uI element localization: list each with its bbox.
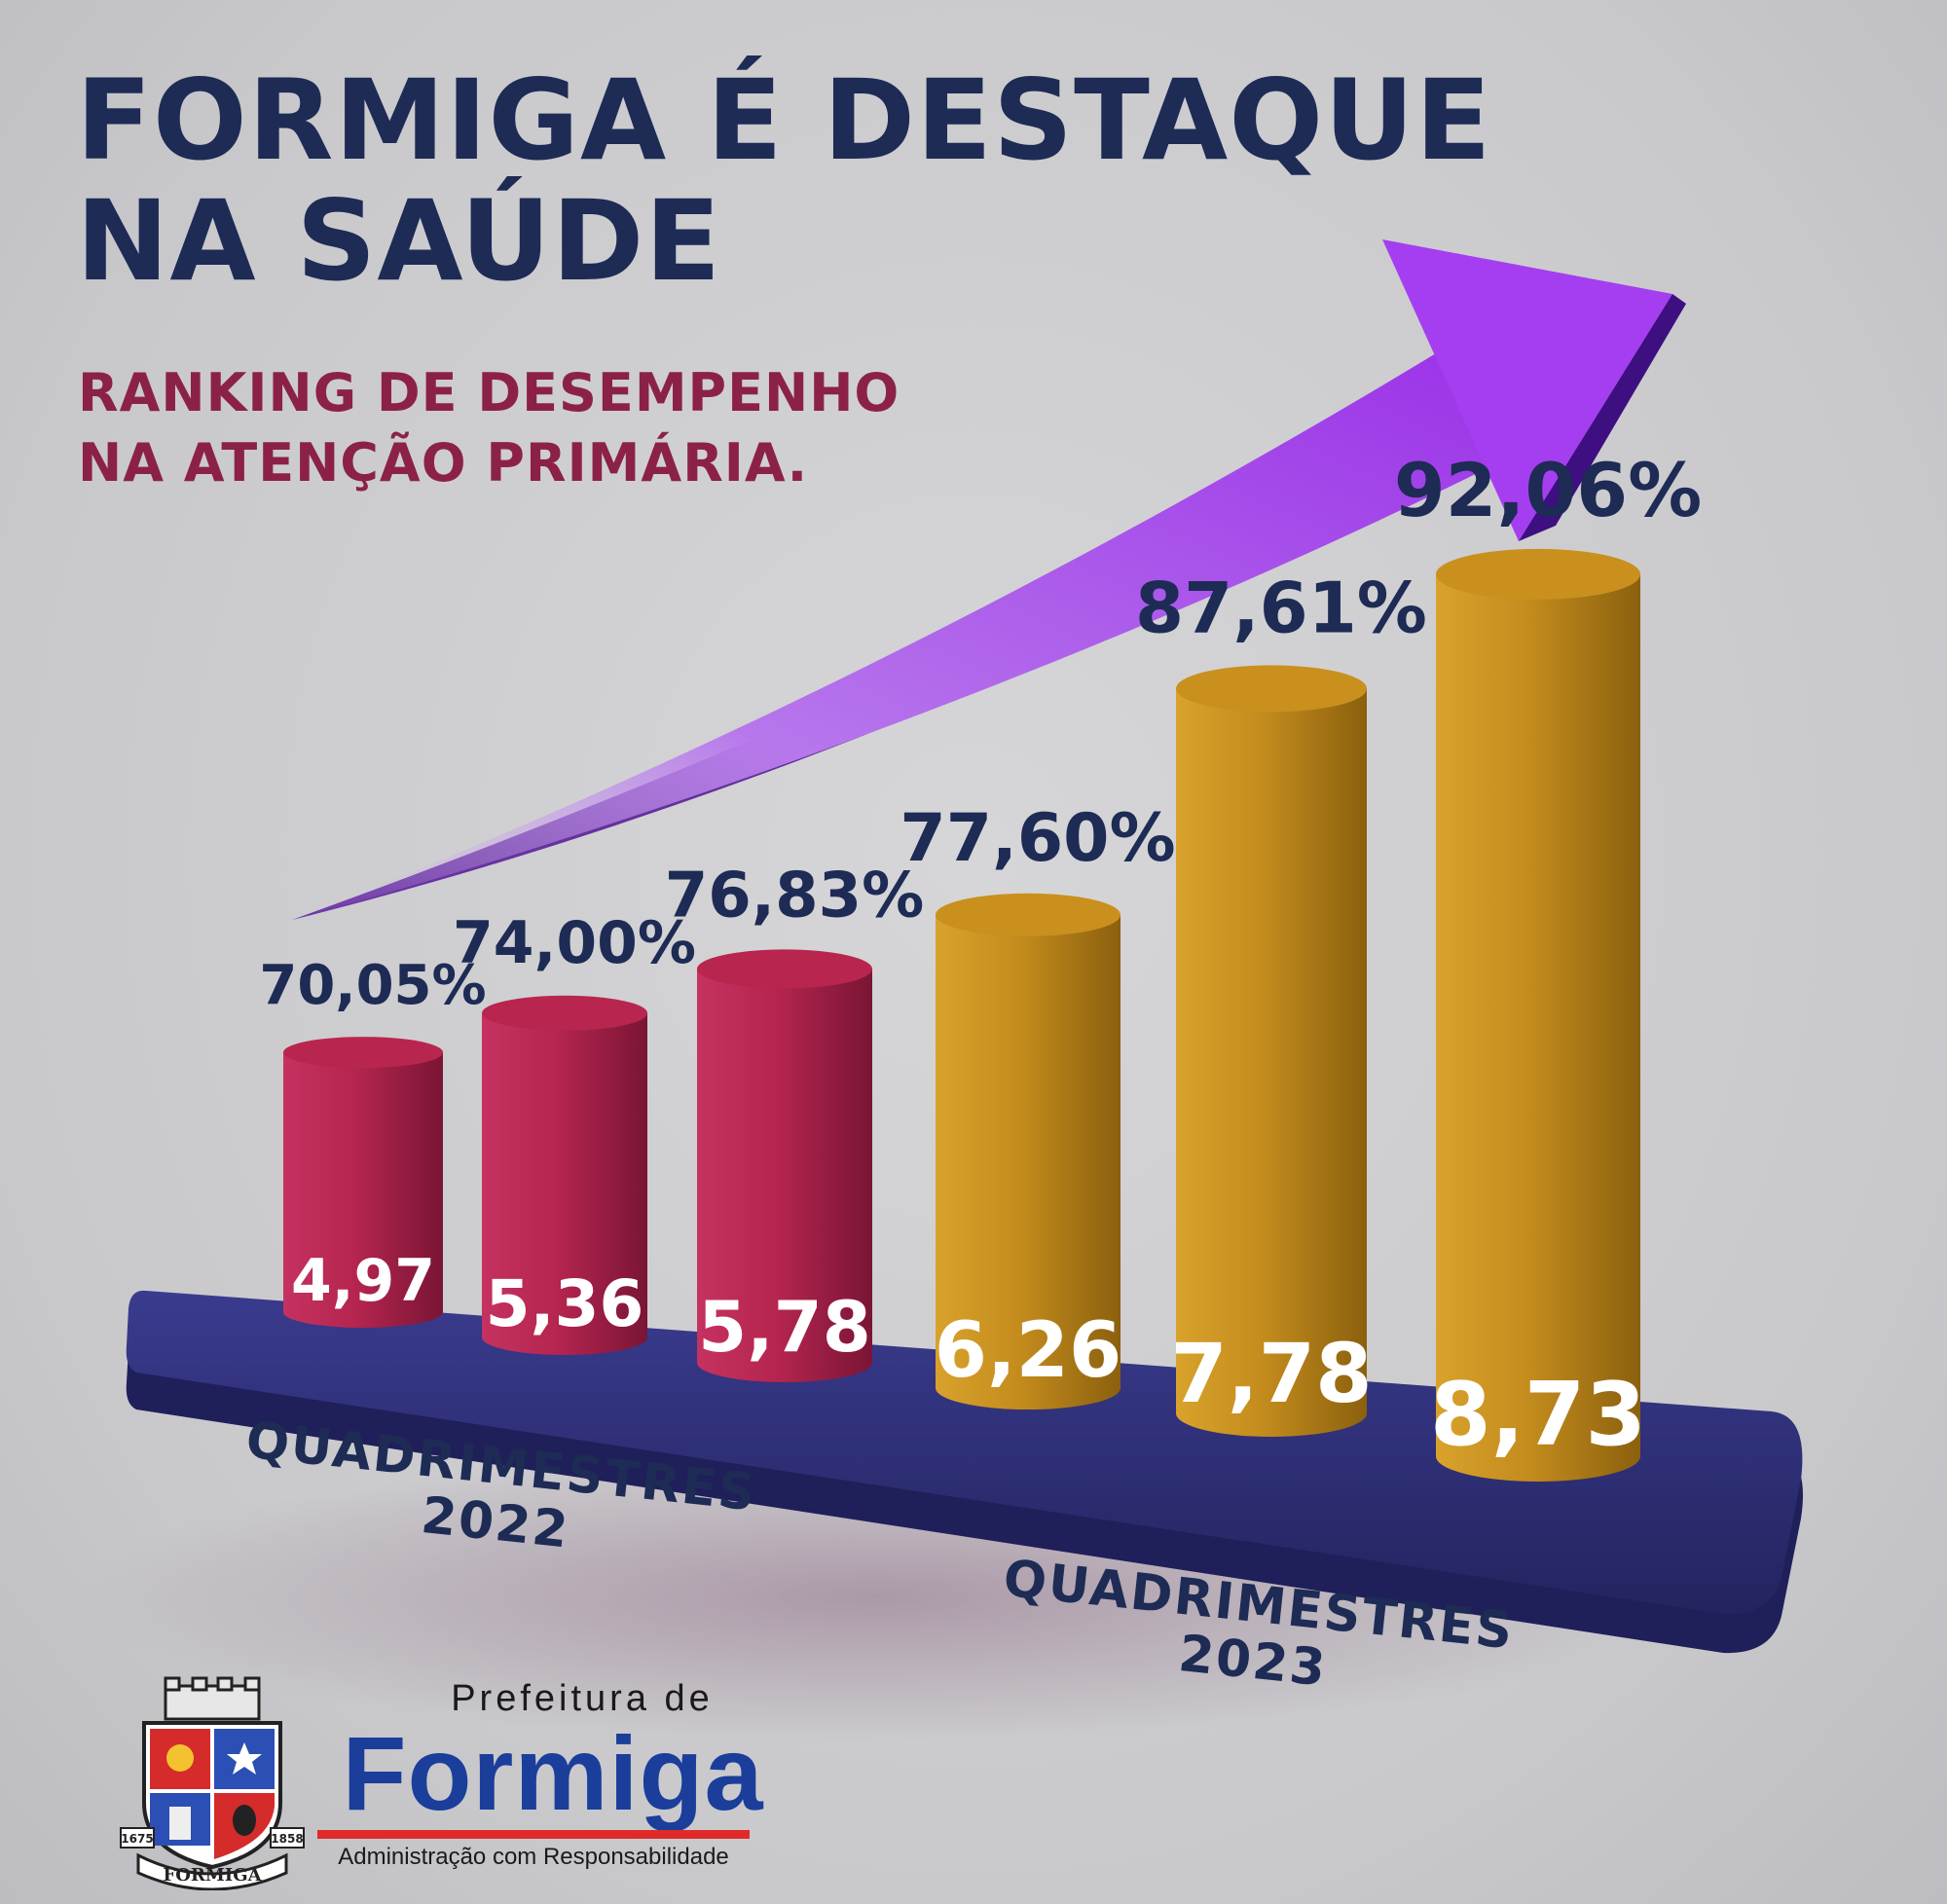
bar-body [936, 914, 1120, 1410]
bar-body [1176, 688, 1367, 1437]
city-coat-of-arms-icon: 1675 1858 FORMIGA [120, 1676, 305, 1890]
bar-cylinder: 5,36 [482, 995, 647, 1355]
bar-top-cap [1436, 548, 1640, 600]
bar-body [283, 1052, 443, 1328]
page-subtitle: RANKING DE DESEMPENHO NA ATENÇÃO PRIMÁRI… [78, 358, 900, 498]
prefeitura-logo: 1675 1858 FORMIGA Prefeitura de Formiga … [115, 1676, 787, 1890]
bar-cylinder: 7,78 [1170, 665, 1373, 1437]
bar-cylinder: 6,26 [935, 893, 1121, 1410]
bar-value-label: 8,73 [1430, 1364, 1646, 1466]
chart-platform [126, 1290, 1804, 1654]
crest-year-left: 1675 [121, 1832, 153, 1846]
bar-value-label: 5,78 [698, 1286, 871, 1368]
bar-body [697, 969, 872, 1382]
bar-top-cap [283, 1037, 443, 1069]
bar-body [482, 1012, 647, 1355]
bar-body [1436, 573, 1640, 1482]
bar-value-label: 6,26 [935, 1307, 1121, 1395]
bar-cylinder: 5,78 [697, 949, 872, 1382]
bar-top-cap [697, 949, 872, 989]
bar-value-label: 5,36 [486, 1266, 644, 1341]
page-title: FORMIGA É DESTAQUE NA SAÚDE [76, 60, 1492, 302]
trend-up-arrow-icon [292, 239, 1686, 920]
bar-cylinder: 8,73 [1430, 548, 1646, 1482]
bar-percent-label: 87,61% [1135, 567, 1427, 648]
bar-value-label: 4,97 [291, 1247, 435, 1315]
bar-percent-label: 74,00% [453, 909, 696, 977]
logo-top-text: Prefeitura de [451, 1678, 714, 1719]
subtitle-line-2: NA ATENÇÃO PRIMÁRIA. [78, 432, 809, 494]
bar-percent-label: 70,05% [259, 954, 486, 1017]
title-line-1: FORMIGA É DESTAQUE [76, 55, 1492, 185]
crest-banner-text: FORMIGA [163, 1865, 262, 1886]
logo-underline [317, 1830, 750, 1839]
chart-bars: 4,97 5,36 5,78 6,26 7,78 8,73 [283, 548, 1646, 1482]
logo-name: Formiga [342, 1714, 764, 1832]
chart-percent-labels: 70,05%74,00%76,83%77,60% 87,61% 92,06% [259, 447, 1702, 1017]
title-line-2: NA SAÚDE [76, 176, 722, 306]
bar-percent-label: 92,06% [1394, 447, 1703, 533]
bar-top-cap [1176, 665, 1367, 713]
crest-year-right: 1858 [271, 1832, 303, 1846]
subtitle-line-1: RANKING DE DESEMPENHO [78, 362, 900, 423]
bar-cylinder: 4,97 [283, 1037, 443, 1328]
bar-percent-label: 76,83% [665, 860, 925, 932]
logo-tagline: Administração com Responsabilidade [338, 1844, 729, 1870]
bar-top-cap [936, 893, 1120, 936]
bar-top-cap [482, 995, 647, 1031]
bar-percent-label: 77,60% [900, 800, 1175, 877]
bar-value-label: 7,78 [1170, 1326, 1372, 1421]
